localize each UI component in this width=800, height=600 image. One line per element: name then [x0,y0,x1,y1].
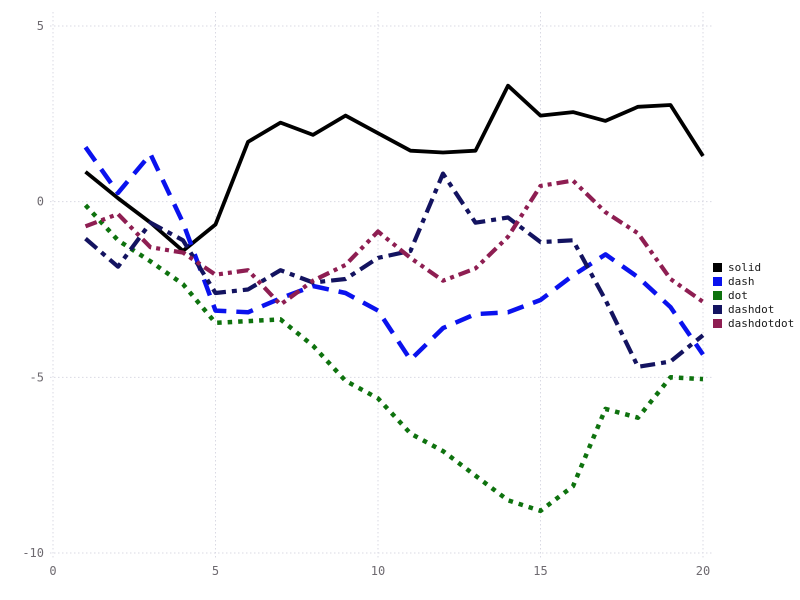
series-line-dash [83,145,705,363]
legend-item-dashdot: dashdot [713,303,774,316]
y-axis-tick-label: 5 [37,19,44,33]
series-line-dashdot [84,171,705,369]
legend-swatch-dash [713,277,722,286]
legend-label-dashdot: dashdot [728,303,774,316]
x-axis-tick-label: 15 [533,564,547,578]
series-line-dot [83,203,704,514]
legend-swatch-dashdotdot [713,319,722,328]
legend-item-dot: dot [713,289,748,302]
series-line-dashdotdot [84,178,705,307]
y-axis-tick-label: -5 [30,370,44,384]
legend-label-dot: dot [728,289,748,302]
legend-label-dashdotdot: dashdotdot [728,317,794,330]
legend-swatch-dashdot [713,305,722,314]
series-line-solid [84,83,705,253]
legend-swatch-dot [713,291,722,300]
legend-swatch-solid [713,263,722,272]
x-axis-tick-label: 20 [696,564,710,578]
x-axis-tick-label: 0 [49,564,56,578]
x-axis-tick-label: 5 [212,564,219,578]
legend-item-dashdotdot: dashdotdot [713,317,794,330]
legend-label-dash: dash [728,275,755,288]
legend-item-solid: solid [713,261,761,274]
legend-item-dash: dash [713,275,755,288]
legend-label-solid: solid [728,261,761,274]
y-axis-tick-label: 0 [37,195,44,209]
y-axis-tick-label: -10 [22,546,44,560]
x-axis-tick-label: 10 [371,564,385,578]
